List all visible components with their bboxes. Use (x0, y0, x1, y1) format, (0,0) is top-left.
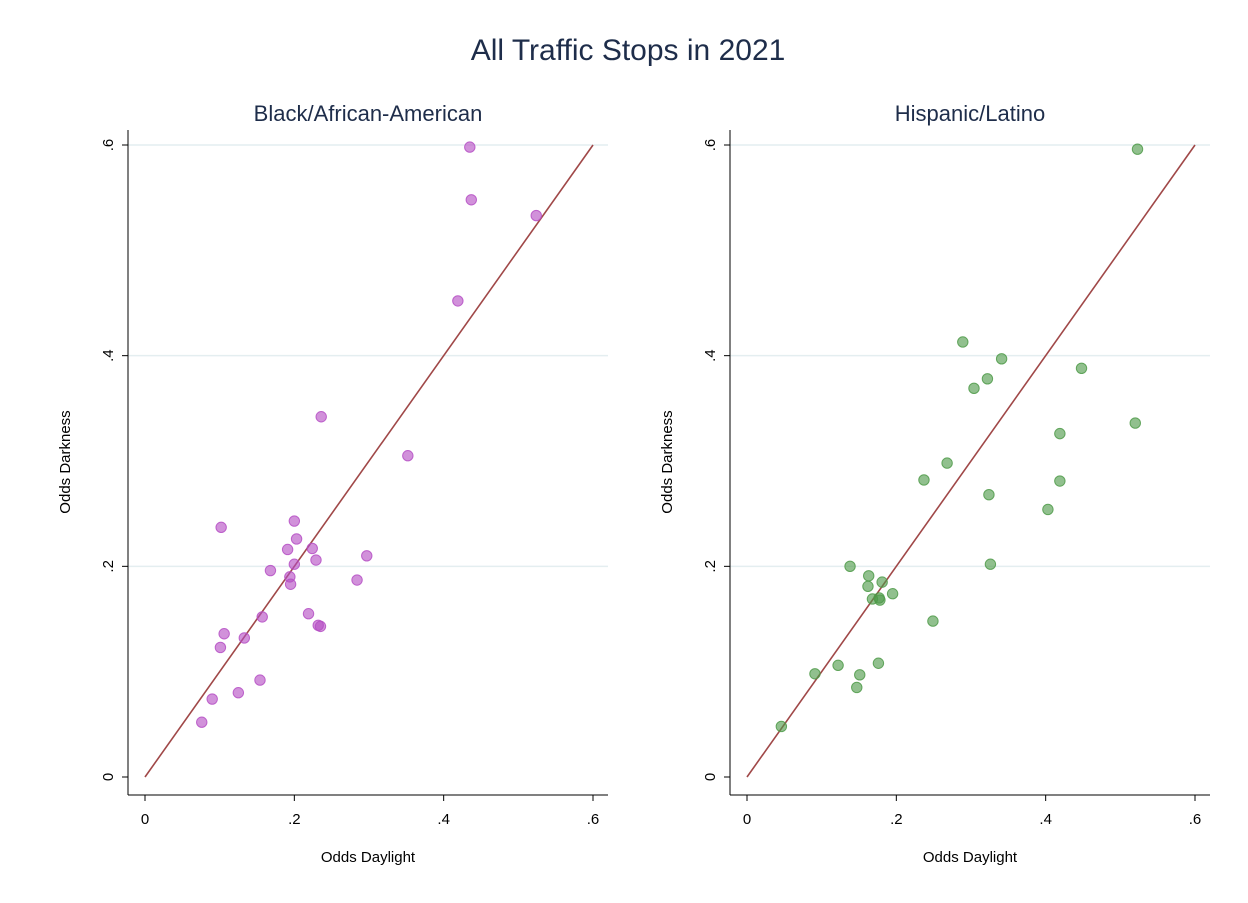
data-point (206, 693, 218, 705)
data-point (872, 657, 885, 669)
x-axis-label: Odds Daylight (321, 849, 416, 866)
x-tick-label: 0 (141, 811, 149, 828)
y-tick-label: .4 (702, 349, 719, 362)
data-point (983, 489, 995, 501)
data-point (351, 574, 363, 586)
data-point (530, 209, 542, 222)
x-tick-label: .2 (890, 811, 903, 828)
data-point (254, 674, 266, 686)
data-point (957, 336, 969, 348)
data-point (288, 558, 301, 570)
data-point (775, 720, 788, 733)
data-point (232, 687, 245, 699)
data-point (984, 558, 997, 570)
y-tick-label: .6 (100, 139, 117, 152)
data-point (1131, 143, 1144, 155)
data-point (995, 353, 1008, 365)
data-point (876, 576, 888, 588)
data-point (238, 632, 251, 644)
data-point (1054, 427, 1066, 440)
reference-line (746, 144, 1196, 778)
data-point (402, 450, 414, 462)
data-point (196, 716, 208, 728)
data-point (302, 608, 315, 620)
x-ticks: 0 .2 .4 .6 (141, 795, 599, 828)
data-point (214, 641, 227, 654)
data-point (927, 615, 939, 627)
data-point (256, 611, 268, 623)
data-point (310, 554, 322, 566)
data-point (941, 457, 953, 469)
data-point (809, 668, 821, 680)
figure-title: All Traffic Stops in 2021 (471, 34, 786, 67)
x-tick-label: .4 (1039, 811, 1052, 828)
y-axis-label: Odds Darkness (659, 410, 676, 513)
x-ticks: 0 .2 .4 .6 (743, 795, 1201, 828)
x-tick-label: .4 (437, 811, 450, 828)
y-tick-label: 0 (100, 773, 117, 781)
panel-title: Black/African-American (254, 101, 483, 126)
gridlines (128, 144, 608, 568)
data-point (281, 543, 294, 556)
data-point (1042, 503, 1054, 516)
data-point (315, 411, 327, 423)
data-point (465, 194, 477, 206)
data-points (196, 141, 542, 728)
data-point (284, 578, 297, 590)
data-point (215, 521, 227, 534)
panel-black-african-american: Black/African-American 0 .2 .4 .6 0 .2 .4 .6 O… (57, 101, 608, 866)
data-point (918, 474, 930, 486)
data-point (264, 564, 277, 577)
data-point (1054, 475, 1066, 487)
reference-line-group (746, 144, 1196, 778)
reference-line-group (144, 144, 594, 778)
data-point (1129, 417, 1141, 429)
data-point (218, 628, 230, 640)
x-tick-label: .2 (288, 811, 301, 828)
data-point (314, 620, 327, 633)
y-tick-label: .2 (702, 560, 719, 573)
y-ticks: 0 .2 .4 .6 (100, 139, 128, 781)
data-point (863, 570, 875, 582)
y-tick-label: .4 (100, 349, 117, 362)
y-axis-label: Odds Darkness (57, 410, 74, 513)
y-tick-label: 0 (702, 773, 719, 781)
data-points (775, 143, 1144, 733)
data-point (464, 141, 476, 153)
data-point (981, 373, 994, 385)
data-point (288, 515, 301, 527)
reference-line (144, 144, 594, 778)
data-point (1075, 362, 1088, 375)
data-point (854, 669, 866, 681)
x-tick-label: .6 (1189, 811, 1202, 828)
data-point (844, 560, 856, 573)
data-point (968, 382, 980, 395)
x-axis-label: Odds Daylight (923, 849, 1018, 866)
data-point (886, 588, 899, 600)
data-point (361, 550, 373, 562)
gridlines (730, 144, 1210, 568)
data-point (452, 295, 464, 307)
data-point (862, 580, 874, 593)
data-point (851, 681, 863, 694)
x-tick-label: .6 (587, 811, 600, 828)
x-tick-label: 0 (743, 811, 751, 828)
y-tick-label: .2 (100, 560, 117, 573)
y-ticks: 0 .2 .4 .6 (702, 139, 730, 781)
data-point (874, 594, 886, 606)
panel-hispanic-latino: Hispanic/Latino 0 .2 .4 .6 0 .2 .4 .6 Odds Day… (659, 101, 1210, 866)
panel-title: Hispanic/Latino (895, 101, 1045, 126)
data-point (306, 542, 318, 555)
data-point (832, 659, 844, 672)
data-point (290, 533, 303, 545)
y-tick-label: .6 (702, 139, 719, 152)
